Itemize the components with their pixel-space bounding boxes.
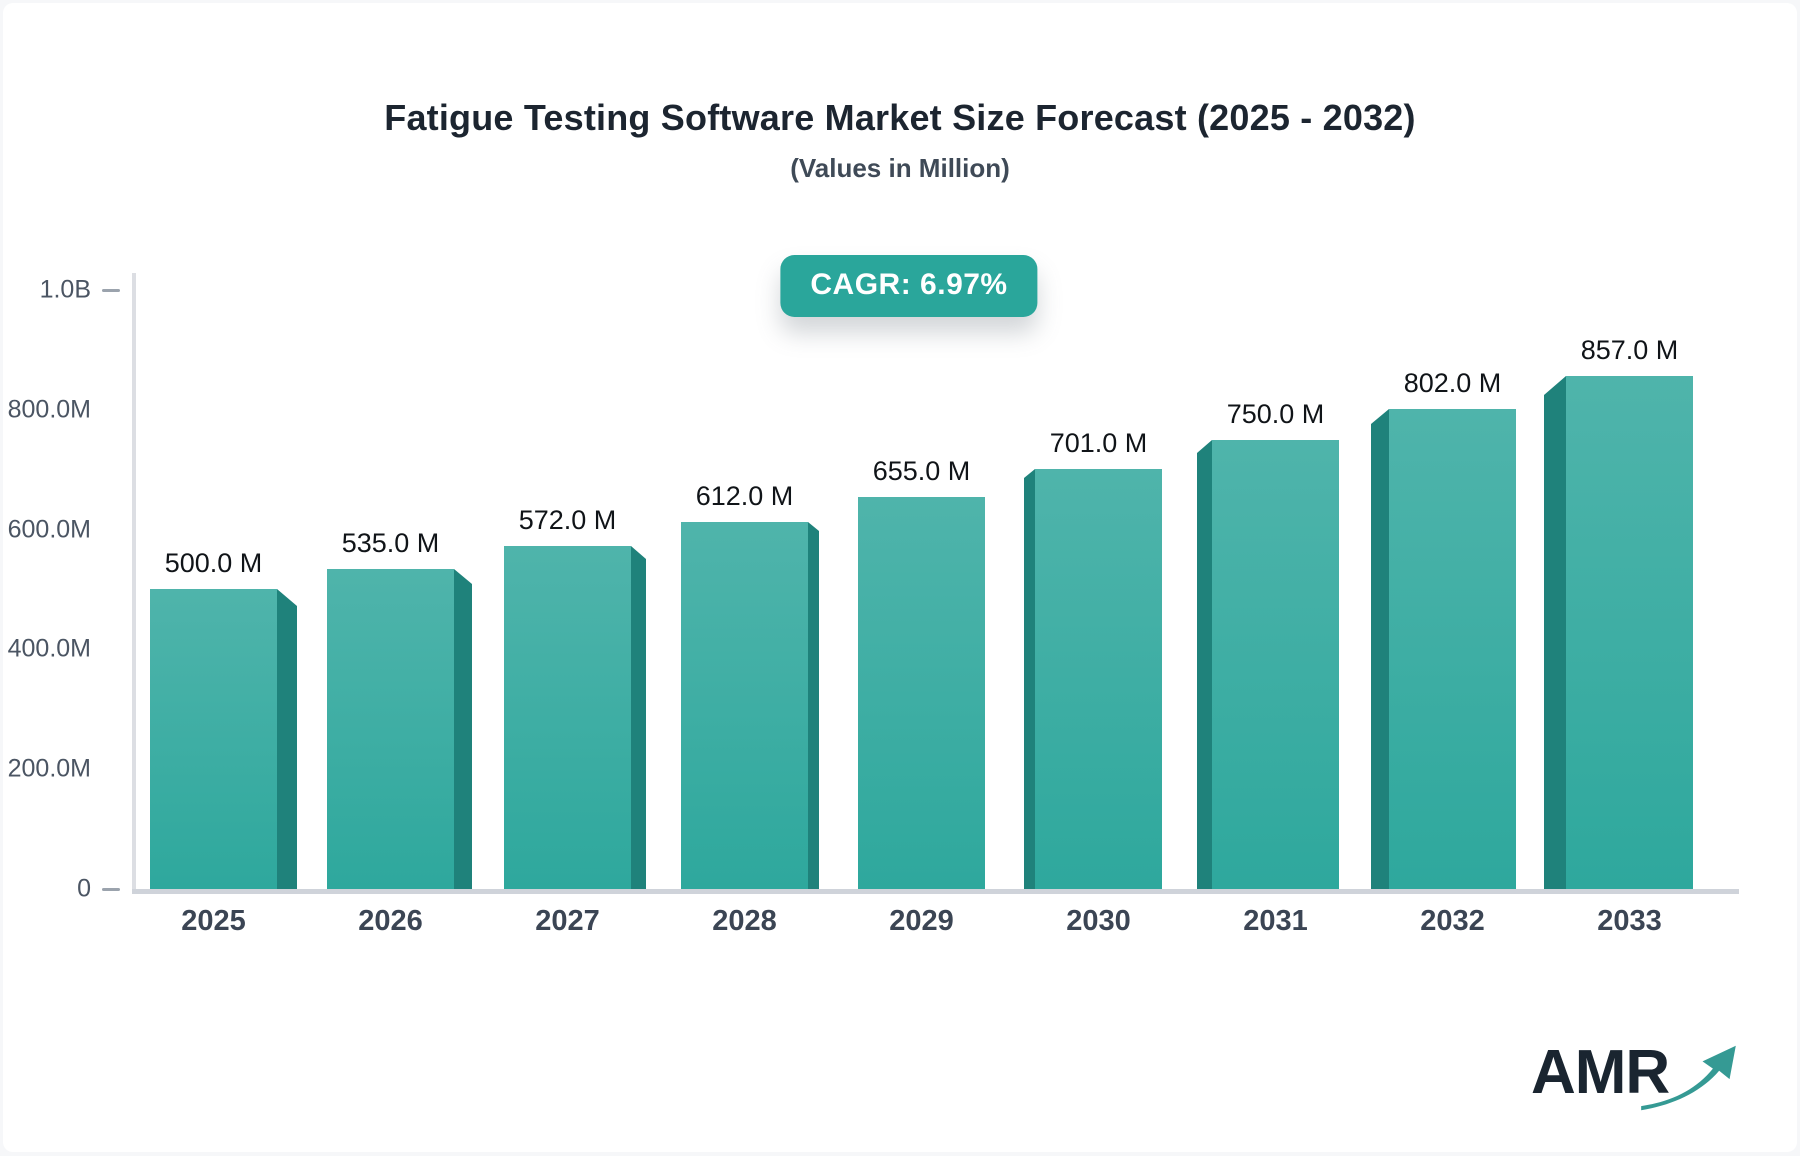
bar-side-face <box>454 569 472 889</box>
bar-value-label-2033: 857.0 M <box>1580 335 1679 365</box>
bar-side-face <box>808 522 819 889</box>
bar-value-label-2030: 701.0 M <box>1049 428 1148 458</box>
bar-2033[interactable]: 857.0 M <box>1544 335 1693 889</box>
bar-2032[interactable]: 802.0 M <box>1371 368 1516 889</box>
bar-2029[interactable]: 655.0 M <box>858 456 985 889</box>
y-tick-label-1.0B: 1.0B <box>39 275 91 304</box>
bar-value-label-2032: 802.0 M <box>1403 368 1502 398</box>
bar-2026[interactable]: 535.0 M <box>327 528 472 889</box>
bar-side-face <box>1197 440 1212 889</box>
amr-logo-text: AMR <box>1531 1038 1670 1107</box>
x-tick-label-2030: 2030 <box>1066 905 1131 937</box>
chart-subtitle: (Values in Million) <box>790 153 1010 183</box>
chart-title: Fatigue Testing Software Market Size For… <box>384 97 1416 138</box>
bar-value-label-2029: 655.0 M <box>872 456 971 486</box>
bar-front-face <box>150 589 277 889</box>
growth-arrow-icon <box>1641 1045 1736 1111</box>
bar-value-label-2025: 500.0 M <box>164 548 263 578</box>
bar-side-face <box>1371 409 1389 889</box>
bar-side-face <box>1544 376 1566 889</box>
x-tick-label-2027: 2027 <box>535 905 600 937</box>
amr-logo: AMR <box>1531 1031 1736 1123</box>
bar-2027[interactable]: 572.0 M <box>504 505 646 889</box>
x-tick-label-2028: 2028 <box>712 905 777 937</box>
bar-side-face <box>1024 469 1035 889</box>
bar-front-face <box>504 546 631 889</box>
y-tick-label-800.0M: 800.0M <box>7 395 91 424</box>
bar-front-face <box>1389 409 1516 889</box>
x-tick-label-2033: 2033 <box>1597 905 1662 937</box>
bar-value-label-2028: 612.0 M <box>695 481 794 511</box>
cagr-badge: CAGR: 6.97% <box>780 255 1038 317</box>
bar-front-face <box>327 569 454 889</box>
bar-front-face <box>1566 376 1693 889</box>
bar-2030[interactable]: 701.0 M <box>1024 428 1162 889</box>
bar-2031[interactable]: 750.0 M <box>1197 399 1339 889</box>
bar-value-label-2027: 572.0 M <box>518 505 617 535</box>
y-tick-label-200.0M: 200.0M <box>7 754 91 783</box>
bar-value-label-2026: 535.0 M <box>341 528 440 558</box>
x-tick-label-2032: 2032 <box>1420 905 1485 937</box>
y-axis-line <box>132 273 136 893</box>
bar-front-face <box>681 522 808 889</box>
bar-front-face <box>1212 440 1339 889</box>
y-tick-label-0: 0 <box>77 874 91 903</box>
y-tick-label-400.0M: 400.0M <box>7 634 91 663</box>
chart-card: Fatigue Testing Software Market Size For… <box>3 3 1797 1152</box>
bar-side-face <box>277 589 297 889</box>
bar-value-label-2031: 750.0 M <box>1226 399 1325 429</box>
x-tick-label-2031: 2031 <box>1243 905 1308 937</box>
x-tick-label-2026: 2026 <box>358 905 423 937</box>
bar-2025[interactable]: 500.0 M <box>150 548 297 889</box>
y-tick-dash-0 <box>102 888 120 891</box>
x-axis-line <box>132 889 1739 894</box>
x-tick-label-2029: 2029 <box>889 905 954 937</box>
bar-front-face <box>858 497 985 889</box>
bar-front-face <box>1035 469 1162 889</box>
y-tick-dash-1.0B <box>102 289 120 292</box>
bar-side-face <box>631 546 646 889</box>
y-tick-label-600.0M: 600.0M <box>7 515 91 544</box>
x-tick-label-2025: 2025 <box>181 905 246 937</box>
bar-2028[interactable]: 612.0 M <box>681 481 819 889</box>
